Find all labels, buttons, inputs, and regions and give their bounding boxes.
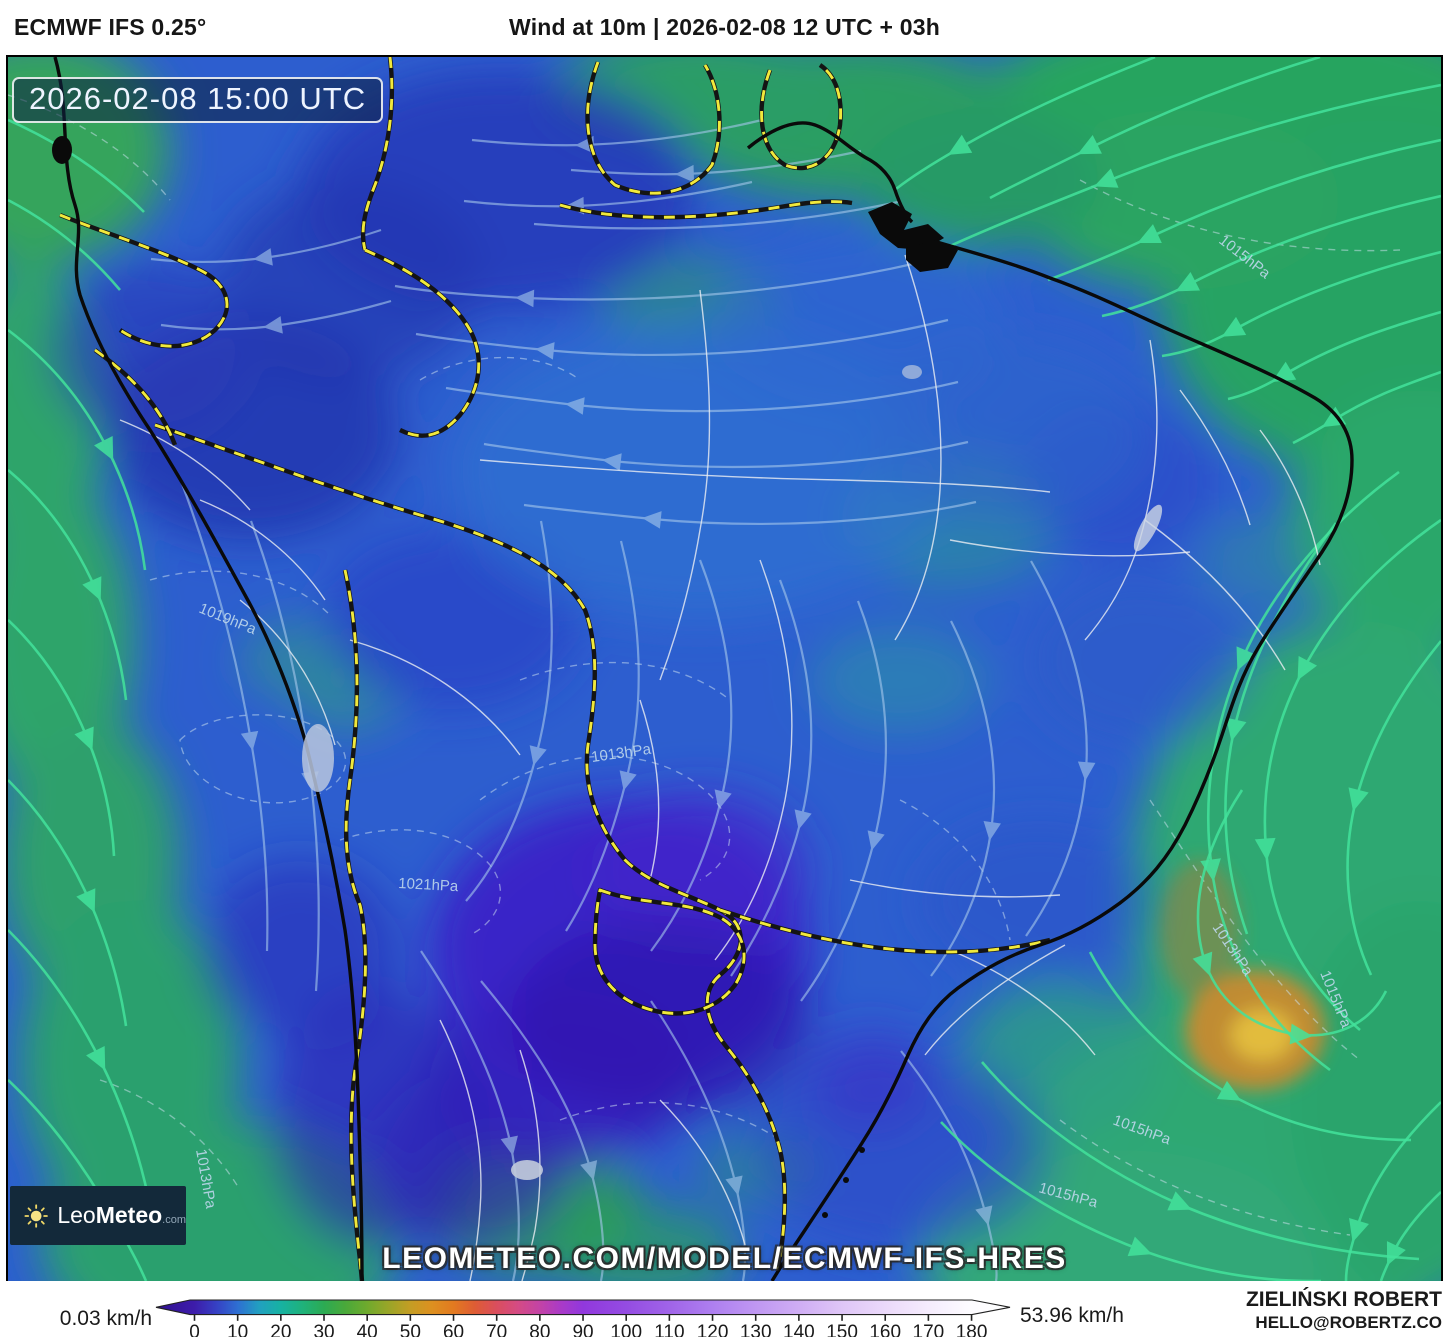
streamlines-ocean xyxy=(8,57,1441,1281)
isobar-label: 1013hPa xyxy=(590,741,652,766)
logo-prefix: Leo xyxy=(57,1202,96,1228)
leometeo-logo: LeoMeteo.com xyxy=(10,1186,186,1245)
sun-icon xyxy=(24,1203,48,1228)
tick-label: 140 xyxy=(783,1322,815,1337)
colorbar xyxy=(155,1299,1011,1316)
tick-label: 0 xyxy=(189,1322,200,1337)
logo-tld: .com xyxy=(162,1214,186,1226)
border-paths xyxy=(59,57,1051,1281)
light-terrain-patches xyxy=(302,365,1163,1180)
tick-label: 10 xyxy=(227,1322,248,1337)
weather-map: 1013hPa 1015hPa 1015hPa 1013hPa 1021hPa … xyxy=(6,55,1443,1283)
tick-label: 30 xyxy=(313,1322,334,1337)
country-borders xyxy=(59,57,1051,1281)
colorbar-ticks: 0 10 20 30 40 50 60 70 80 90 100 110 120 130 140 150 160… xyxy=(189,1314,988,1337)
page-title: Wind at 10m | 2026-02-08 12 UTC + 03h xyxy=(508,14,940,40)
legend-min-label: 0.03 km/h xyxy=(60,1307,152,1330)
credit-email: HELLO@ROBERTZ.CO xyxy=(1255,1313,1442,1332)
wind-field-map: 1013hPa 1015hPa 1015hPa 1013hPa 1021hPa … xyxy=(8,57,1441,1281)
header-bar: ECMWF IFS 0.25° Wind at 10m | 2026-02-08… xyxy=(0,0,1449,57)
colorbar-legend: 0 10 20 30 40 50 60 70 80 90 100 110 120 130 140 150 160… xyxy=(60,1288,1442,1337)
logo-wordmark: LeoMeteo.com xyxy=(57,1202,186,1229)
tick-label: 130 xyxy=(740,1322,772,1337)
tick-label: 80 xyxy=(529,1322,550,1337)
tick-label: 170 xyxy=(913,1322,945,1337)
tick-label: 120 xyxy=(697,1322,729,1337)
tick-label: 110 xyxy=(654,1322,684,1337)
tick-label: 60 xyxy=(443,1322,464,1337)
tick-label: 40 xyxy=(357,1322,378,1337)
tick-label: 100 xyxy=(610,1322,642,1337)
legend-max-label: 53.96 km/h xyxy=(1020,1304,1124,1327)
isobars xyxy=(8,94,1401,1236)
tick-label: 150 xyxy=(826,1322,858,1337)
coastline xyxy=(52,57,1354,1281)
logo-suffix: Meteo xyxy=(95,1202,163,1228)
timestamp-overlay: 2026-02-08 15:00 UTC xyxy=(12,77,384,123)
credit-name: ZIELIŃSKI ROBERT xyxy=(1246,1288,1442,1311)
tick-label: 20 xyxy=(270,1322,291,1337)
tick-label: 90 xyxy=(572,1322,593,1337)
watermark-url: LEOMETEO.COM/MODEL/ECMWF-IFS-HRES xyxy=(382,1242,1067,1275)
tick-label: 160 xyxy=(869,1322,901,1337)
legend-bar: 0 10 20 30 40 50 60 70 80 90 100 110 120 130 140 150 160… xyxy=(0,1281,1449,1337)
tick-label: 50 xyxy=(400,1322,421,1337)
isobar-label: 1021hPa xyxy=(398,875,460,895)
state-borders xyxy=(119,254,1321,1281)
model-label: ECMWF IFS 0.25° xyxy=(14,14,207,40)
tick-label: 70 xyxy=(486,1322,507,1337)
tick-label: 180 xyxy=(956,1322,988,1337)
